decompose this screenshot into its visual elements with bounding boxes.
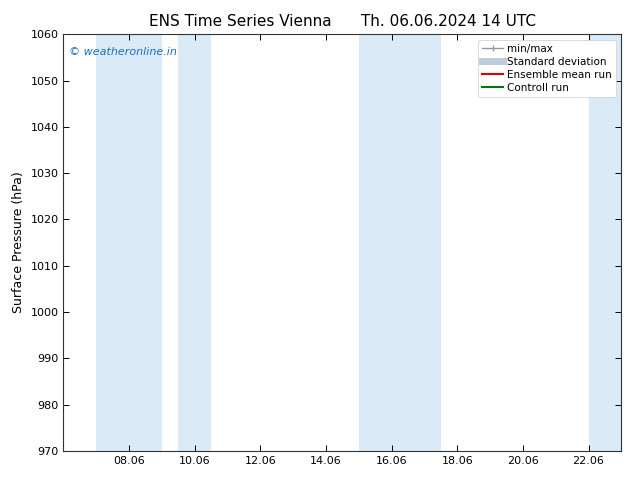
Text: © weatheronline.in: © weatheronline.in (69, 47, 177, 57)
Legend: min/max, Standard deviation, Ensemble mean run, Controll run: min/max, Standard deviation, Ensemble me… (478, 40, 616, 97)
Title: ENS Time Series Vienna      Th. 06.06.2024 14 UTC: ENS Time Series Vienna Th. 06.06.2024 14… (149, 14, 536, 29)
Bar (96, 34, 162, 451)
Bar (408, 34, 441, 451)
Bar (588, 34, 621, 451)
Bar (359, 34, 408, 451)
Bar (178, 34, 211, 451)
Y-axis label: Surface Pressure (hPa): Surface Pressure (hPa) (12, 172, 25, 314)
